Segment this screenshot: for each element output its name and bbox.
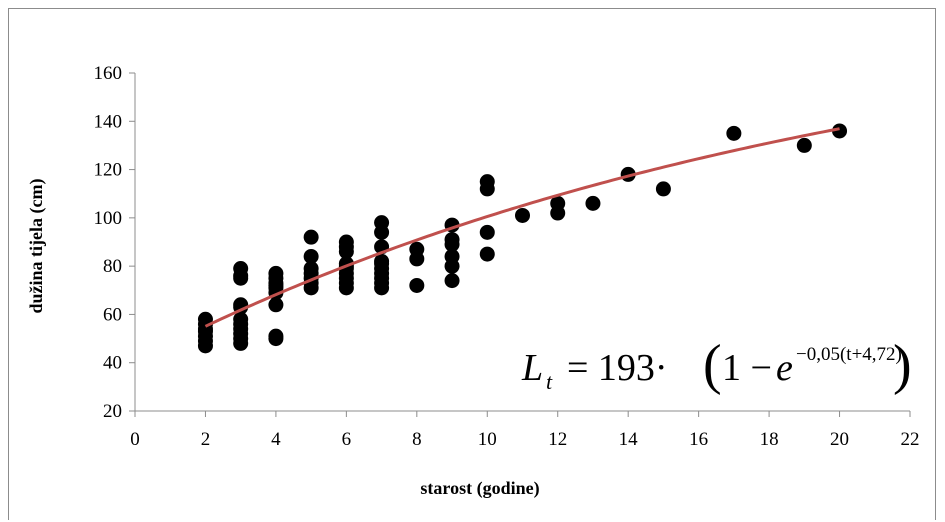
data-point [550,195,566,211]
data-point [374,253,390,269]
equation-paren-open: ( [703,334,722,396]
data-point [268,297,284,313]
y-tick-label: 100 [94,208,123,229]
equation-one-minus: 1 − [722,347,772,389]
data-point [479,174,495,190]
data-point [444,273,460,289]
x-tick-label: 20 [830,429,849,450]
data-point [303,229,319,245]
x-tick-label: 12 [548,429,567,450]
y-axis-ticks: 20 40 60 80 100 120 140 160 [94,63,135,422]
data-point [374,215,390,231]
x-tick-label: 2 [201,429,211,450]
x-tick-label: 10 [478,429,497,450]
data-point [479,224,495,240]
data-point [233,261,249,277]
data-point [479,246,495,262]
y-tick-label: 60 [103,304,122,325]
equation-paren-close: ) [893,334,912,396]
data-point [444,248,460,264]
data-point [585,195,601,211]
data-point [303,261,319,277]
y-tick-label: 160 [94,63,123,84]
y-tick-label: 20 [103,401,122,422]
data-point [515,207,530,223]
x-axis-ticks: 0 2 4 6 8 10 12 14 16 18 20 22 [130,411,920,450]
y-tick-label: 120 [94,160,123,181]
data-point [233,311,249,327]
y-axis-title: dužina tijela (cm) [26,179,47,314]
data-point [409,277,425,293]
y-tick-label: 40 [103,353,122,374]
data-points [197,123,848,354]
x-tick-label: 6 [342,429,352,450]
x-tick-label: 22 [901,429,920,450]
x-tick-label: 8 [412,429,422,450]
x-tick-label: 4 [271,429,281,450]
y-tick-label: 80 [103,256,122,277]
y-tick-label: 140 [94,111,123,132]
plot-axes [134,73,910,412]
data-point [832,123,848,139]
x-tick-label: 0 [130,429,140,450]
data-point [796,137,812,153]
data-point [338,234,354,250]
data-point [726,125,742,141]
data-point [655,181,671,197]
x-axis-title: starost (godine) [420,478,539,499]
data-point [409,241,425,257]
equation-lhs: L [521,347,543,389]
data-point [268,265,284,281]
growth-equation: L t = 193· ( 1 − e −0,05(t+4,72) ) [521,334,912,396]
equation-rhs: = 193· [567,347,668,389]
equation-base: e [776,347,793,389]
fitted-growth-curve [204,127,840,328]
chart-frame [8,8,936,520]
x-tick-label: 16 [689,429,708,450]
equation-exponent: −0,05(t+4,72) [796,344,902,365]
data-point [444,232,460,248]
equation-lhs-subscript: t [546,369,553,394]
x-tick-label: 18 [760,429,779,450]
data-point [303,248,319,264]
data-point [268,328,284,344]
x-tick-label: 14 [619,429,639,450]
